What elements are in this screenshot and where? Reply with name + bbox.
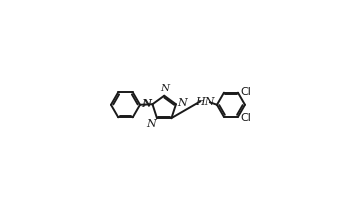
Text: Cl: Cl <box>240 113 251 123</box>
Text: N: N <box>143 99 151 108</box>
Text: N: N <box>160 84 169 93</box>
Text: N: N <box>177 98 187 108</box>
Text: N: N <box>141 99 151 109</box>
Text: Cl: Cl <box>240 87 251 97</box>
Text: HN: HN <box>195 97 215 107</box>
Text: N: N <box>146 119 156 129</box>
